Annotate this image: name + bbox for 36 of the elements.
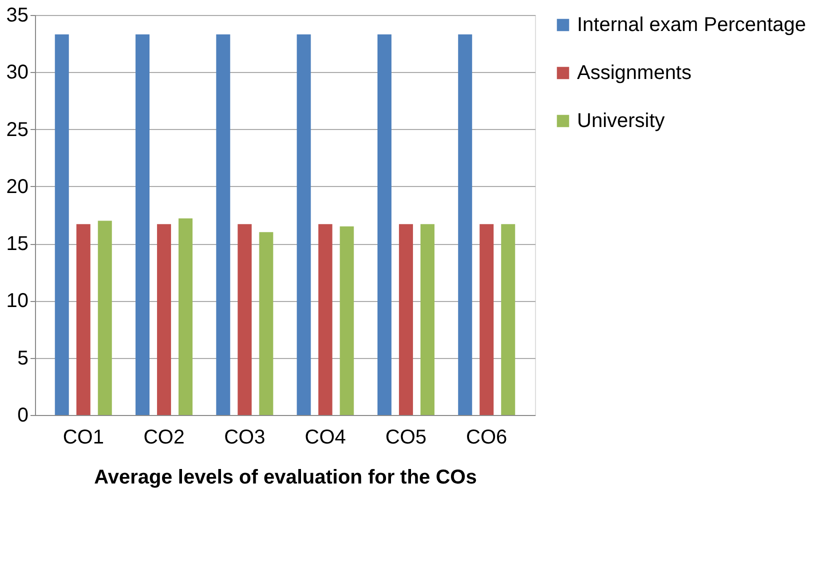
y-tick-label: 25 bbox=[6, 118, 28, 141]
x-axis-title: Average levels of evaluation for the COs bbox=[94, 466, 477, 488]
y-tick-label: 15 bbox=[6, 233, 28, 256]
bar bbox=[157, 224, 172, 415]
bar bbox=[501, 224, 516, 415]
y-tick-label: 10 bbox=[6, 290, 28, 312]
x-tick-label: CO1 bbox=[62, 426, 104, 448]
y-tick-label: 20 bbox=[6, 176, 28, 198]
x-tick-label: CO2 bbox=[143, 426, 185, 448]
legend-label: University bbox=[577, 110, 665, 132]
y-tick-label: 35 bbox=[6, 4, 28, 26]
bar bbox=[340, 226, 354, 415]
bar bbox=[296, 34, 311, 415]
bar bbox=[238, 224, 252, 415]
bar bbox=[480, 224, 494, 415]
bar bbox=[98, 220, 112, 415]
legend-label: Internal exam Percentage bbox=[577, 14, 806, 36]
bar bbox=[178, 218, 193, 415]
x-tick-label: CO5 bbox=[385, 426, 427, 448]
x-tick-label: CO3 bbox=[224, 426, 266, 448]
legend-label: Assignments bbox=[577, 62, 692, 84]
bar bbox=[259, 232, 274, 415]
x-tick-label: CO6 bbox=[466, 426, 508, 448]
bar bbox=[318, 224, 332, 415]
y-tick-label: 0 bbox=[17, 404, 28, 426]
x-tick-label: CO4 bbox=[304, 426, 346, 448]
bar bbox=[54, 34, 69, 415]
bar bbox=[136, 34, 150, 415]
bar bbox=[216, 34, 230, 415]
y-tick-label: 5 bbox=[17, 347, 28, 370]
bar bbox=[377, 34, 392, 415]
bar bbox=[398, 224, 413, 415]
y-tick-label: 30 bbox=[6, 62, 28, 84]
bar bbox=[458, 34, 472, 415]
bar bbox=[76, 224, 90, 415]
bar bbox=[420, 224, 434, 415]
